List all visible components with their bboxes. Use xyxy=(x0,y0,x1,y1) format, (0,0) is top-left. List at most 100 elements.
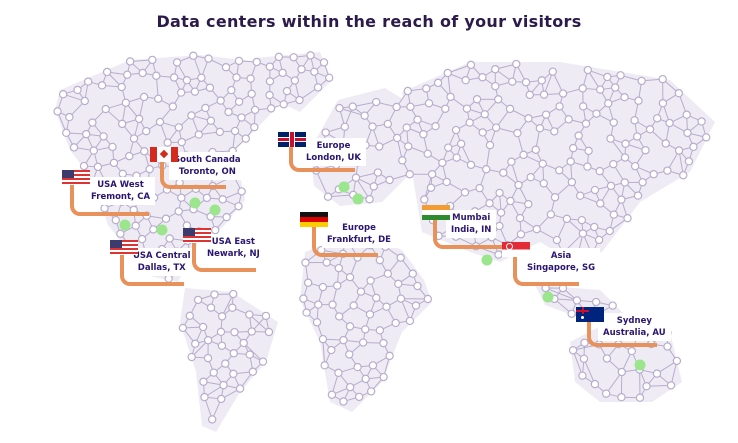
data-center-marker[interactable] xyxy=(156,224,168,236)
network-link xyxy=(322,339,326,366)
location-city: Dallas, TX xyxy=(137,263,186,273)
network-node xyxy=(577,215,587,225)
data-center-marker[interactable] xyxy=(634,359,646,371)
data-center-marker[interactable] xyxy=(542,291,554,303)
network-node xyxy=(423,149,432,159)
data-center-marker[interactable] xyxy=(209,204,221,216)
location-label: Europe London, UK xyxy=(301,138,366,166)
network-node xyxy=(289,53,298,62)
network-node xyxy=(578,371,587,380)
network-node xyxy=(230,126,240,136)
network-node xyxy=(366,276,375,285)
data-center-marker[interactable] xyxy=(481,254,493,266)
location-region: Mumbai xyxy=(452,213,491,223)
network-node xyxy=(617,367,626,377)
location-city: London, UK xyxy=(306,153,361,163)
network-node xyxy=(661,139,670,148)
network-node xyxy=(633,191,643,200)
network-node xyxy=(531,145,540,154)
network-node xyxy=(623,214,632,223)
data-center-marker[interactable] xyxy=(119,219,131,231)
network-node xyxy=(334,263,344,273)
network-node xyxy=(466,160,476,170)
network-node xyxy=(524,114,533,123)
location-region: South Canada xyxy=(174,155,241,165)
location-city: Singapore, SG xyxy=(527,263,596,273)
network-node xyxy=(403,86,413,96)
network-node xyxy=(194,130,203,139)
network-node xyxy=(610,83,620,92)
network-node xyxy=(402,123,411,132)
network-node xyxy=(604,99,613,108)
network-node xyxy=(299,294,308,303)
network-node xyxy=(537,76,547,85)
network-node xyxy=(202,193,212,203)
network-node xyxy=(169,73,179,82)
data-center-marker[interactable] xyxy=(189,197,201,209)
network-node xyxy=(83,77,93,86)
network-node xyxy=(373,168,383,177)
network-node xyxy=(258,357,268,366)
network-node xyxy=(645,125,655,134)
network-node xyxy=(217,312,227,321)
network-node xyxy=(138,68,147,78)
network-node xyxy=(199,377,208,386)
network-node xyxy=(592,109,601,118)
network-node xyxy=(550,193,560,202)
network-node xyxy=(371,97,381,107)
network-node xyxy=(505,104,515,114)
network-node xyxy=(575,191,585,200)
location-label: USA West Fremont, CA xyxy=(86,177,156,205)
network-node xyxy=(491,65,500,74)
network-node xyxy=(427,170,437,179)
network-node xyxy=(462,104,472,113)
network-link xyxy=(545,287,578,301)
network-node xyxy=(594,235,604,245)
network-node xyxy=(620,178,629,187)
network-node xyxy=(616,71,625,80)
network-node xyxy=(649,170,658,179)
network-node xyxy=(396,294,406,303)
network-node xyxy=(176,88,186,97)
network-node xyxy=(491,81,500,91)
network-node xyxy=(58,90,68,99)
network-node xyxy=(609,159,618,169)
network-node xyxy=(302,308,311,317)
network-node xyxy=(494,95,503,104)
network-node xyxy=(408,269,417,278)
us-flag-icon xyxy=(62,170,90,185)
network-node xyxy=(319,58,329,67)
network-node xyxy=(583,162,592,171)
data-center-marker[interactable] xyxy=(338,181,350,193)
network-node xyxy=(312,318,322,327)
network-node xyxy=(512,59,521,69)
network-node xyxy=(247,327,256,336)
network-node xyxy=(391,318,400,328)
network-node xyxy=(323,192,333,201)
network-node xyxy=(266,104,276,113)
network-node xyxy=(297,65,306,74)
network-node xyxy=(431,122,440,131)
network-node xyxy=(219,380,228,390)
network-node xyxy=(682,110,691,119)
network-node xyxy=(206,303,216,312)
network-node xyxy=(466,60,476,70)
network-node xyxy=(569,143,578,153)
network-node xyxy=(187,352,196,362)
network-node xyxy=(187,111,196,120)
network-node xyxy=(161,214,171,223)
network-node xyxy=(689,142,698,152)
network-node xyxy=(379,372,388,382)
network-node xyxy=(621,139,630,148)
network-node xyxy=(62,128,71,138)
network-node xyxy=(197,73,206,82)
location-region: USA East xyxy=(211,237,255,247)
network-node xyxy=(451,125,461,135)
network-node xyxy=(568,346,578,355)
network-node xyxy=(617,195,626,204)
network-node xyxy=(446,92,455,102)
network-node xyxy=(345,322,355,331)
data-center-marker[interactable] xyxy=(352,193,364,205)
network-node xyxy=(460,188,470,197)
network-node xyxy=(413,281,422,291)
